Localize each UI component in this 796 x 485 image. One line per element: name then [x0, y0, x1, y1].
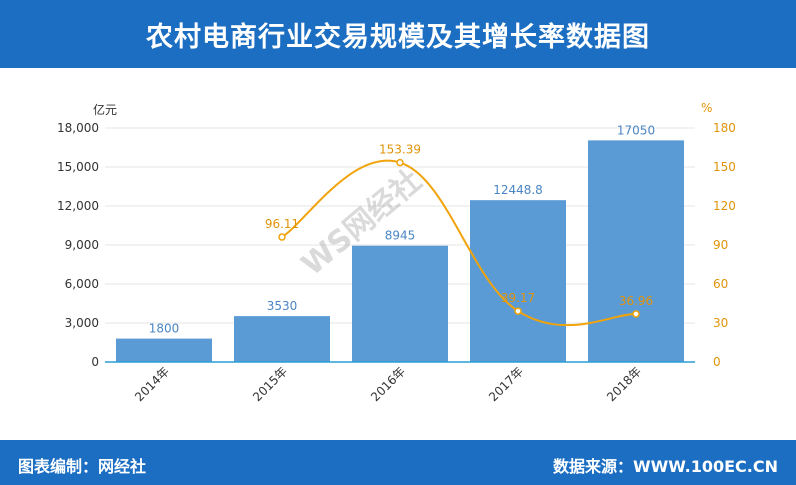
- bar: [470, 200, 566, 362]
- left-axis-unit: 亿元: [93, 103, 118, 117]
- right-tick-label: 0: [713, 355, 721, 369]
- left-tick-label: 15,000: [57, 160, 99, 174]
- left-tick-label: 9,000: [65, 238, 99, 252]
- x-tick-label: 2016年: [368, 364, 408, 404]
- bar-value-label: 1800: [149, 322, 180, 336]
- footer-credit: 图表编制：网经社: [18, 457, 147, 476]
- bar-value-label: 3530: [267, 299, 298, 313]
- chart-title: 农村电商行业交易规模及其增长率数据图: [146, 21, 650, 53]
- footer-source: 数据来源：WWW.100EC.CN: [552, 457, 778, 476]
- x-tick-label: 2018年: [604, 364, 644, 404]
- growth-rate-label: 36.96: [619, 294, 653, 308]
- left-tick-label: 12,000: [57, 199, 99, 213]
- growth-rate-point: [396, 158, 404, 167]
- right-tick-label: 60: [713, 277, 728, 291]
- growth-rate-label: 96.11: [265, 217, 299, 231]
- growth-rate-point: [278, 233, 286, 241]
- right-tick-label: 150: [713, 160, 736, 174]
- growth-rate-point: [514, 307, 522, 315]
- chart-plot: 0 3,000 6,000 9,000 12,000 15,000 18,000 0 30 60 9…: [57, 121, 736, 404]
- chart-title-banner: 农村电商行业交易规模及其增长率数据图: [0, 0, 796, 68]
- x-tick-label: 2015年: [250, 364, 290, 404]
- left-tick-label: 3,000: [65, 316, 99, 330]
- left-tick-label: 6,000: [65, 277, 99, 291]
- left-tick-label: 18,000: [57, 121, 99, 135]
- footer-bar: 图表编制：网经社 数据来源：WWW.100EC.CN: [0, 440, 796, 485]
- bar: [352, 245, 448, 362]
- growth-rate-point: [632, 310, 640, 318]
- right-tick-label: 90: [713, 238, 728, 252]
- bar-value-label: 12448.8: [493, 183, 543, 197]
- bar: [234, 316, 330, 362]
- x-tick-label: 2014年: [132, 364, 172, 404]
- right-tick-label: 180: [713, 121, 736, 135]
- growth-rate-label: 39.17: [501, 291, 535, 305]
- bar-value-label: 8945: [385, 229, 416, 243]
- x-tick-label: 2017年: [486, 364, 526, 404]
- right-axis-unit: %: [701, 101, 713, 115]
- growth-rate-label: 153.39: [379, 143, 421, 157]
- right-tick-label: 30: [713, 316, 728, 330]
- right-tick-label: 120: [713, 199, 736, 213]
- bar: [588, 140, 684, 362]
- bar-value-label: 17050: [617, 123, 655, 137]
- left-tick-label: 0: [91, 355, 99, 369]
- bar: [116, 338, 212, 362]
- growth-rate-line: [281, 159, 637, 327]
